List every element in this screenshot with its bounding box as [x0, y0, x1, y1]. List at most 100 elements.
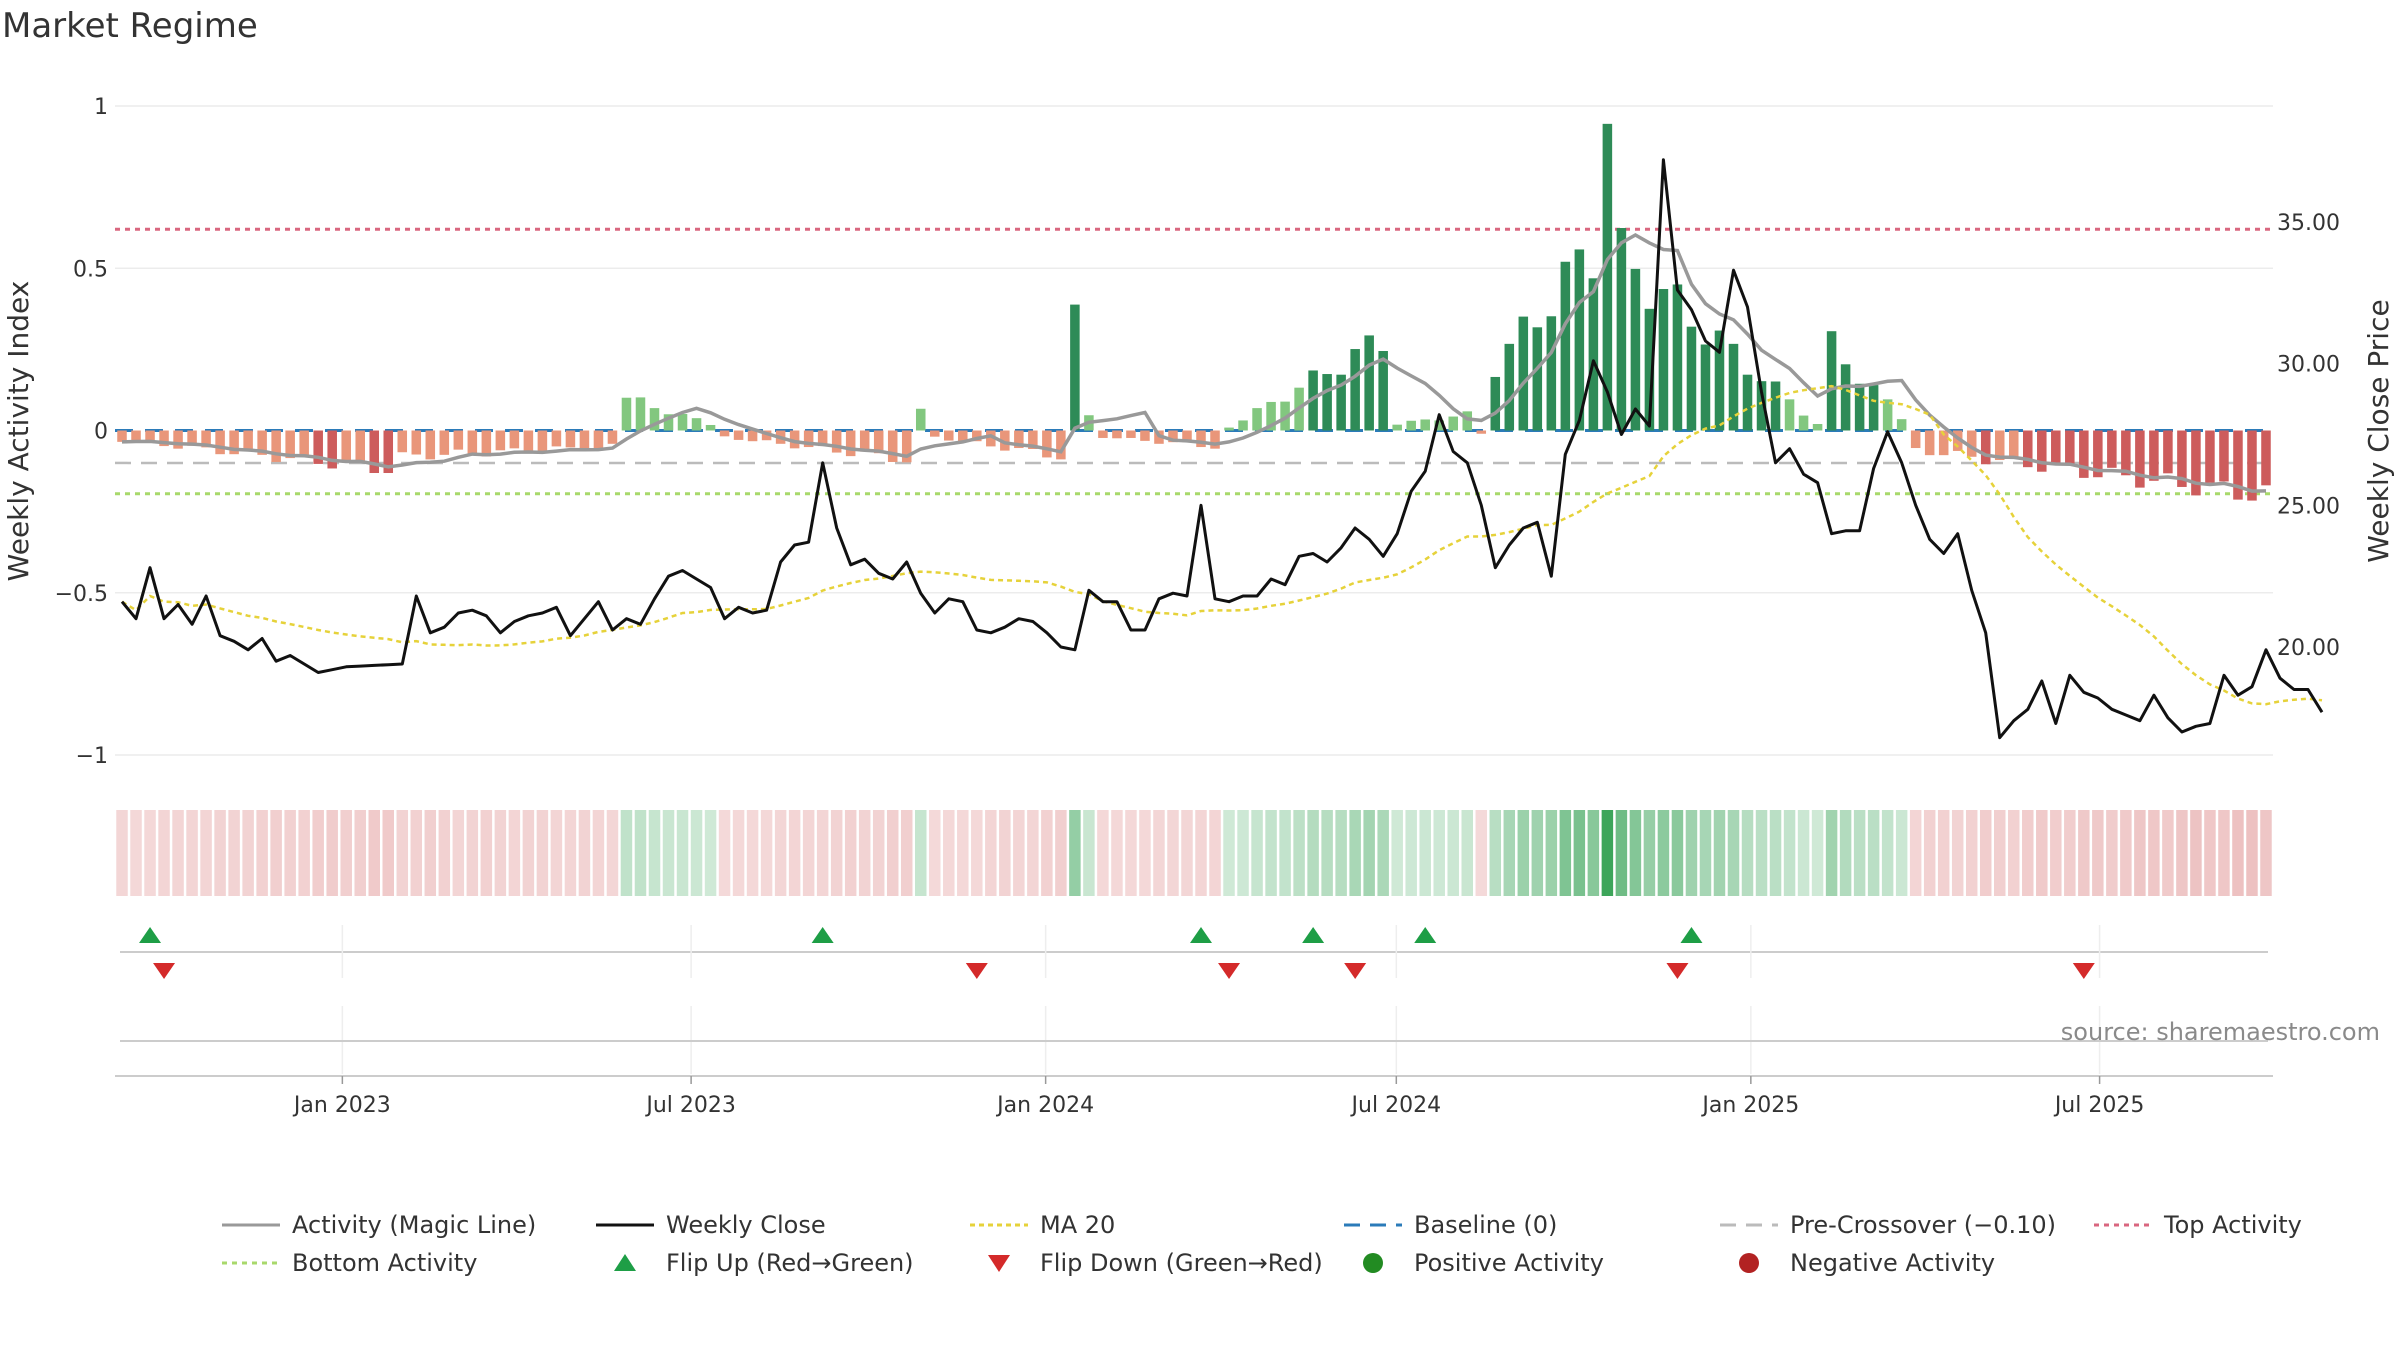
flip-down-marker [965, 963, 988, 979]
activity-bar [1770, 381, 1781, 431]
regime-strip-cell [1041, 810, 1053, 896]
regime-strip-cell [1069, 810, 1081, 896]
legend-item-activity: Activity (Magic Line) [222, 1211, 536, 1239]
left-tick-label: 0.5 [73, 257, 108, 282]
regime-strip-cell [354, 810, 366, 896]
activity-bar [257, 430, 267, 455]
activity-bar [229, 430, 239, 455]
legend-item-neg: Negative Activity [1739, 1249, 1995, 1277]
regime-strip-cell [872, 810, 885, 896]
activity-bar [803, 430, 814, 448]
left-tick-label: 0 [94, 420, 108, 445]
regime-strip-cell [1307, 810, 1319, 896]
regime-strip-cell [144, 810, 156, 896]
reference-lines [115, 227, 2273, 496]
activity-bar [509, 430, 520, 449]
x-tick-label: Jan 2025 [1700, 1093, 1799, 1118]
activity-bar [1252, 408, 1262, 431]
x-tick-label: Jan 2023 [292, 1093, 391, 1118]
regime-strip-cell [662, 810, 675, 896]
legend-label: Pre-Crossover (−0.10) [1790, 1211, 2056, 1239]
regime-strip-cell [382, 810, 394, 896]
flip-up-marker [1680, 927, 1703, 943]
regime-strip-cell [690, 810, 703, 896]
regime-strip-cell [1391, 810, 1403, 896]
activity-bar [201, 430, 211, 448]
regime-strip-cell [1615, 810, 1628, 896]
regime-strip-cell [1433, 810, 1445, 896]
activity-bar [2233, 430, 2243, 500]
regime-strip-cell [186, 810, 198, 896]
regime-strip-cell [1811, 810, 1824, 896]
regime-strip-cell [1573, 810, 1586, 896]
activity-bar [565, 430, 576, 448]
activity-bar [705, 424, 716, 431]
regime-strip-cell [1643, 810, 1656, 896]
left-axis-title: Weekly Activity Index [2, 281, 35, 582]
main-panel-grid [115, 105, 2273, 756]
regime-strip-cell [2190, 810, 2202, 896]
regime-strip-cell [1517, 810, 1530, 896]
activity-bar [355, 430, 365, 462]
regime-strip-cell [648, 810, 661, 896]
regime-strip [116, 810, 2272, 896]
regime-strip-cell [1699, 810, 1712, 896]
activity-bar [1840, 364, 1851, 431]
regime-strip-cell [1503, 810, 1516, 896]
activity-bar [173, 430, 183, 449]
regime-strip-cell [2050, 810, 2062, 896]
regime-strip-cell [130, 810, 142, 896]
regime-strip-cell [410, 810, 423, 896]
source-label: source: sharemaestro.com [2061, 1018, 2380, 1046]
activity-bar [2191, 430, 2201, 496]
activity-bar [131, 430, 141, 442]
regime-strip-cell [2176, 810, 2188, 896]
flip-up-marker [811, 927, 834, 943]
regime-strip-cell [1685, 810, 1698, 896]
activity-bar [1238, 420, 1248, 431]
regime-strip-cell [2106, 810, 2118, 896]
regime-strip-cell [214, 810, 226, 896]
regime-strip-cell [494, 810, 507, 896]
activity-bar [1686, 326, 1697, 431]
regime-strip-cell [1027, 810, 1039, 896]
activity-bar [2149, 430, 2159, 481]
activity-bar [145, 430, 155, 442]
activity-bar [1322, 374, 1332, 431]
page-title: Market Regime [2, 6, 258, 46]
regime-strip-cell [1125, 810, 1137, 896]
regime-strip-cell [2218, 810, 2230, 896]
activity-bar [341, 430, 351, 462]
activity-bar [1070, 304, 1080, 431]
right-tick-label: 35.00 [2277, 211, 2340, 236]
regime-strip-cell [2008, 810, 2020, 896]
regime-strip-cell [256, 810, 268, 896]
activity-bar [1126, 430, 1136, 438]
regime-strip-cell [1321, 810, 1333, 896]
regime-strip-cell [1419, 810, 1431, 896]
legend-label: Flip Down (Green→Red) [1040, 1249, 1323, 1277]
regime-strip-cell [1769, 810, 1782, 896]
activity-bar [1476, 430, 1487, 434]
regime-strip-cell [1167, 810, 1179, 896]
legend-item-bottom: Bottom Activity [222, 1249, 477, 1277]
regime-strip-cell [1293, 810, 1305, 896]
legend-label: Top Activity [2163, 1211, 2302, 1239]
x-tick-label: Jul 2025 [2053, 1093, 2145, 1118]
regime-strip-cell [1181, 810, 1193, 896]
activity-bar [929, 430, 940, 437]
activity-bar [551, 430, 562, 447]
legend-item-top: Top Activity [2094, 1211, 2302, 1239]
activity-bar [369, 430, 380, 474]
regime-strip-cell [1979, 810, 1992, 896]
x-tick-label: Jan 2024 [995, 1093, 1094, 1118]
activity-bar [327, 430, 337, 469]
activity-bar [1490, 376, 1501, 431]
regime-strip-cell [1741, 810, 1754, 896]
regime-strip-cell [1881, 810, 1894, 896]
activity-bar [1966, 430, 1977, 457]
activity-bar [1784, 399, 1795, 431]
activity-bar [621, 397, 632, 431]
activity-bar [481, 430, 492, 457]
activity-bar [663, 414, 674, 431]
